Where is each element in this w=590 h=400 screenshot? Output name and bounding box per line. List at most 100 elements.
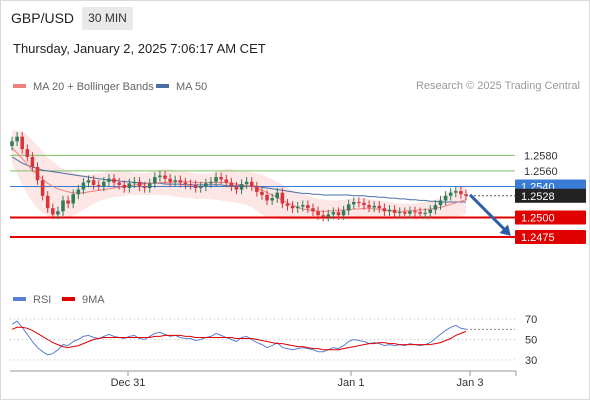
candle-body bbox=[168, 178, 172, 182]
candle-body bbox=[454, 191, 458, 193]
candle-body bbox=[351, 202, 356, 205]
candle-body bbox=[56, 211, 60, 215]
candle-body bbox=[51, 208, 55, 215]
candle-body bbox=[357, 202, 361, 203]
timeframe-button[interactable]: 30 MIN bbox=[82, 7, 133, 30]
candle-body bbox=[25, 149, 30, 157]
candle-body bbox=[438, 200, 443, 206]
candle-body bbox=[234, 186, 239, 190]
candle-body bbox=[198, 186, 203, 188]
candle-body bbox=[81, 182, 86, 190]
candle-body bbox=[397, 212, 402, 214]
candle-body bbox=[255, 186, 259, 192]
legend-ma20-bollinger: MA 20 + Bollinger Bands bbox=[13, 81, 154, 93]
level-label-1.2580: 1.2580 bbox=[524, 150, 558, 162]
candle-body bbox=[107, 178, 111, 182]
candle-body bbox=[413, 211, 417, 213]
candle-body bbox=[290, 205, 295, 209]
candle-body bbox=[35, 167, 40, 181]
ma50-swatch bbox=[156, 84, 169, 89]
candle-body bbox=[153, 177, 157, 184]
ma20-swatch bbox=[13, 84, 26, 89]
candle-body bbox=[66, 200, 70, 204]
candle-body bbox=[331, 212, 336, 215]
candle-body bbox=[464, 194, 468, 196]
legend-rsi-label: RSI bbox=[33, 294, 52, 306]
candle-body bbox=[367, 205, 371, 208]
candle-body bbox=[112, 178, 116, 183]
candle-body bbox=[433, 205, 438, 210]
candle-body bbox=[158, 175, 162, 178]
candle-body bbox=[260, 191, 264, 195]
candle-body bbox=[86, 180, 91, 183]
candle-body bbox=[71, 194, 75, 204]
candle-body bbox=[403, 212, 407, 214]
candle-body bbox=[459, 191, 463, 195]
forecast-arrow-shaft bbox=[468, 193, 510, 235]
level-badge-1.2475 bbox=[515, 230, 586, 244]
candle-body bbox=[163, 175, 167, 179]
candle-body bbox=[137, 181, 142, 187]
candle-body bbox=[229, 182, 234, 187]
9ma-swatch bbox=[62, 297, 75, 302]
candle-body bbox=[239, 184, 244, 190]
candle-body bbox=[275, 192, 280, 199]
candle-body bbox=[316, 211, 320, 216]
candle-body bbox=[178, 180, 183, 183]
candle-body bbox=[270, 198, 274, 201]
candle-body bbox=[341, 210, 346, 216]
last-price-label: 1.2528 bbox=[521, 191, 555, 203]
candle-body bbox=[382, 208, 387, 212]
candle-body bbox=[346, 204, 351, 211]
rsi-tick-50: 50 bbox=[525, 335, 537, 347]
candle-body bbox=[418, 212, 422, 214]
candle-body bbox=[244, 181, 249, 185]
candle-body bbox=[76, 189, 81, 195]
candle-body bbox=[326, 214, 331, 217]
candle-body bbox=[147, 183, 152, 188]
legend-ma20-label: MA 20 + Bollinger Bands bbox=[33, 81, 154, 93]
timestamp: Thursday, January 2, 2025 7:06:17 AM CET bbox=[13, 41, 266, 56]
candle-body bbox=[295, 206, 300, 209]
candle-body bbox=[423, 212, 427, 214]
bollinger-band bbox=[12, 130, 466, 220]
attribution: Research © 2025 Trading Central bbox=[415, 80, 580, 92]
candle-body bbox=[183, 182, 188, 185]
candle-body bbox=[224, 179, 229, 183]
candle-body bbox=[321, 215, 325, 217]
candle-body bbox=[40, 180, 45, 196]
candle-body bbox=[214, 177, 218, 182]
candle-body bbox=[45, 195, 50, 209]
level-label-1.2475: 1.2475 bbox=[521, 232, 555, 244]
candle-body bbox=[193, 184, 198, 188]
legend-ma50-label: MA 50 bbox=[176, 81, 208, 93]
candle-body bbox=[15, 136, 19, 142]
candle-body bbox=[280, 192, 285, 204]
candle-body bbox=[306, 205, 310, 209]
rsi-line bbox=[11, 320, 467, 356]
candle-body bbox=[173, 180, 178, 182]
candle-body bbox=[336, 212, 341, 216]
candle-body bbox=[30, 156, 35, 167]
symbol-label: GBP/USD bbox=[11, 10, 75, 26]
candle-body bbox=[448, 192, 453, 196]
x-tick-label: Dec 31 bbox=[111, 377, 146, 389]
candle-body bbox=[265, 195, 269, 201]
ma50-line bbox=[11, 156, 466, 203]
last-price-badge bbox=[515, 188, 586, 203]
rsi-9ma-line bbox=[11, 326, 467, 351]
candle-body bbox=[443, 195, 448, 201]
candle-body bbox=[102, 181, 106, 187]
candle-body bbox=[10, 141, 14, 146]
candle-body bbox=[204, 183, 208, 187]
candle-body bbox=[91, 180, 96, 185]
rsi-swatch bbox=[13, 297, 26, 302]
candle-body bbox=[122, 184, 127, 188]
candle-body bbox=[300, 205, 305, 207]
candle-body bbox=[142, 186, 147, 188]
x-tick-label: Jan 3 bbox=[457, 377, 484, 389]
candle-body bbox=[362, 202, 366, 206]
rsi-tick-30: 30 bbox=[525, 355, 537, 367]
candle-body bbox=[392, 209, 397, 213]
